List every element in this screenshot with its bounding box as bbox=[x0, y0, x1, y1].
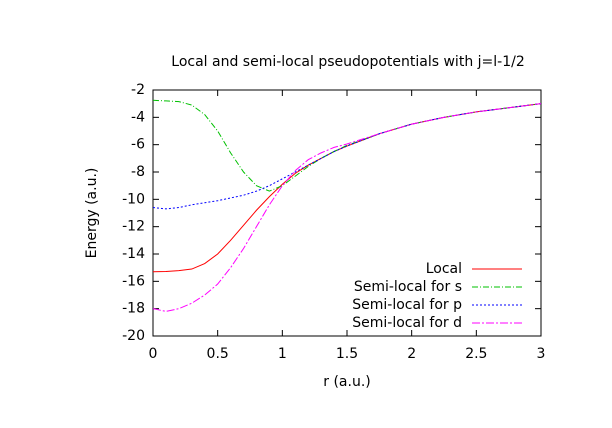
legend-label: Semi-local for d bbox=[352, 315, 462, 331]
data-line bbox=[152, 103, 542, 210]
y-tick-label: -14 bbox=[122, 246, 145, 262]
x-tick-label: 1.5 bbox=[336, 346, 358, 362]
y-tick-label: -20 bbox=[122, 328, 145, 344]
y-tick-label: -6 bbox=[131, 137, 145, 153]
legend-label: Semi-local for p bbox=[352, 297, 462, 313]
x-tick-label: 0 bbox=[149, 346, 158, 362]
y-tick-label: -18 bbox=[122, 301, 145, 317]
y-tick-label: -10 bbox=[122, 191, 145, 207]
y-tick-label: -16 bbox=[122, 273, 145, 289]
y-tick-label: -4 bbox=[131, 109, 145, 125]
x-axis-label: r (a.u.) bbox=[323, 374, 370, 390]
legend-label: Semi-local for s bbox=[354, 279, 462, 295]
x-tick-label: 3 bbox=[537, 346, 546, 362]
y-tick-label: -8 bbox=[131, 164, 145, 180]
x-tick-label: 2.5 bbox=[465, 346, 487, 362]
y-tick-label: -2 bbox=[131, 82, 145, 98]
y-axis-label: Energy (a.u.) bbox=[84, 168, 100, 259]
data-line bbox=[152, 103, 542, 312]
x-tick-label: 1 bbox=[278, 346, 287, 362]
x-tick-label: 0.5 bbox=[207, 346, 229, 362]
y-tick-label: -12 bbox=[122, 219, 145, 235]
legend-label: Local bbox=[426, 261, 462, 277]
chart-title: Local and semi-local pseudopotentials wi… bbox=[171, 54, 524, 70]
x-tick-label: 2 bbox=[407, 346, 416, 362]
